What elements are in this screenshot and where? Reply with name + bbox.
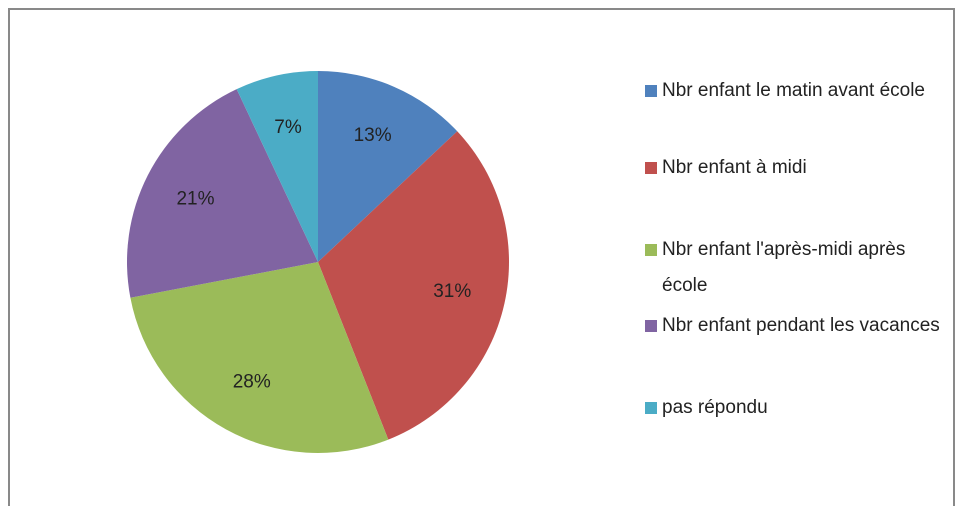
legend-label: Nbr enfant le matin avant école [662,80,925,101]
pie-slice [318,131,509,440]
legend-swatch [645,320,657,332]
legend-swatch [645,85,657,97]
data-label: 28% [233,372,271,393]
data-label: 31% [433,281,471,302]
chart-frame [8,8,955,506]
pie-slice [126,89,318,298]
data-label: 7% [274,117,302,138]
pie-slice [130,262,389,454]
legend-swatch [645,402,657,414]
legend-label: Nbr enfant à midi [662,157,807,178]
legend-label: pas répondu [662,397,768,418]
data-label: 21% [176,189,214,210]
legend-swatch [645,162,657,174]
legend-swatch [645,244,657,256]
pie-slice [318,71,458,262]
legend-label: Nbr enfant l'après-midi après école [662,239,906,296]
legend-label: Nbr enfant pendant les vacances [662,315,940,336]
data-label: 13% [354,125,392,146]
pie-slice [236,71,318,262]
